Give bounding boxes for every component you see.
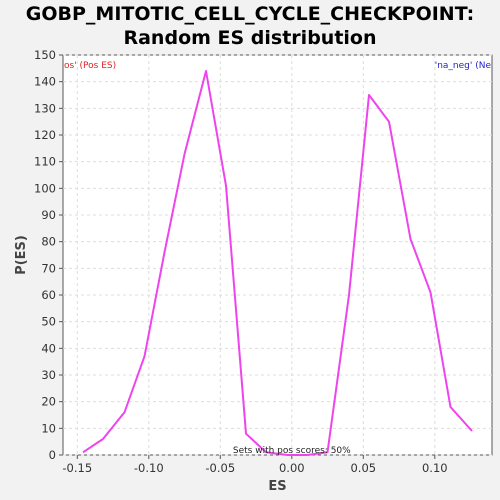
es-distribution-line (82, 70, 473, 456)
y-tick-label: 0 (49, 448, 56, 462)
y-tick-label: 120 (34, 128, 56, 142)
x-axis-label: ES (268, 479, 286, 494)
y-tick-label: 50 (41, 315, 56, 329)
y-tick-label: 150 (34, 48, 56, 62)
plot-area (62, 54, 493, 456)
y-tick-label: 110 (34, 155, 56, 169)
y-tick-label: 20 (41, 395, 56, 409)
grid-lines (63, 54, 492, 456)
y-tick-label: 100 (34, 181, 56, 195)
pos-score-annotation: Sets with pos scores: 50% (233, 446, 351, 456)
x-tick-label: -0.10 (134, 461, 164, 475)
y-tick-label: 10 (41, 421, 56, 435)
axes: 0 10 20 30 40 50 60 70 80 90 100 110 120 130 140 150 -0.… (34, 48, 448, 475)
y-tick-label: 30 (41, 368, 56, 382)
y-tick-label: 80 (41, 235, 56, 249)
y-tick-label: 130 (34, 101, 56, 115)
y-axis-label: P(ES) (14, 235, 29, 275)
x-tick-label: -0.05 (205, 461, 235, 475)
y-tick-label: 40 (41, 341, 56, 355)
legend-pos: os' (Pos ES) (64, 61, 116, 71)
y-tick-label: 140 (34, 75, 56, 89)
chart-title: GOBP_MITOTIC_CELL_CYCLE_CHECKPOINT: Rand… (0, 2, 500, 50)
chart-title-line2: Random ES distribution (123, 27, 377, 49)
series-group (82, 70, 473, 456)
x-tick-label: 0.10 (422, 461, 448, 475)
y-tick-label: 90 (41, 208, 56, 222)
x-tick-label: -0.15 (62, 461, 92, 475)
chart-title-line1: GOBP_MITOTIC_CELL_CYCLE_CHECKPOINT: (25, 3, 475, 25)
x-tick-label: 0.00 (279, 461, 305, 475)
y-tick-label: 70 (41, 261, 56, 275)
x-tick-label: 0.05 (350, 461, 376, 475)
y-tick-label: 60 (41, 288, 56, 302)
legend-neg: 'na_neg' (Ne (435, 61, 492, 71)
